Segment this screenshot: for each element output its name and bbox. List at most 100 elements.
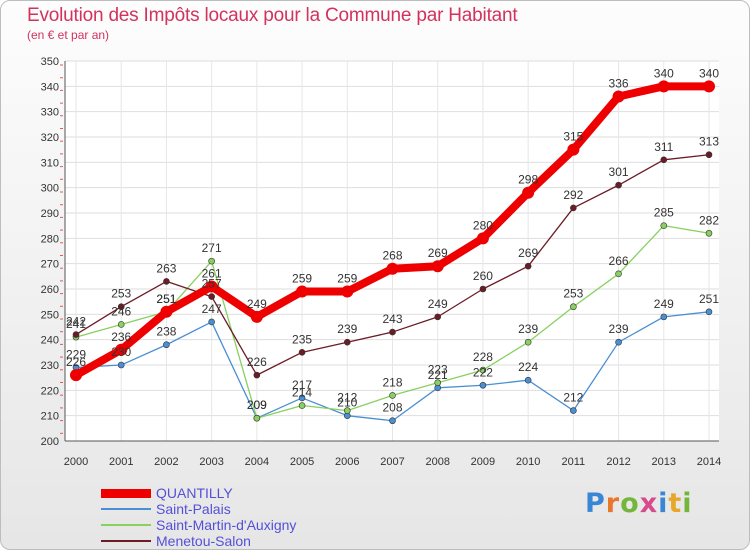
data-point [250, 310, 263, 323]
legend-label-saint-palais: Saint-Palais [156, 501, 231, 517]
data-label: 269 [428, 246, 448, 260]
data-point [117, 361, 125, 369]
data-label: 257 [202, 277, 222, 291]
data-point [208, 318, 215, 326]
data-point [615, 181, 622, 189]
data-label: 301 [609, 165, 629, 179]
data-label: 230 [111, 345, 131, 359]
data-point [660, 313, 668, 321]
proxiti-logo: Proxiti [585, 488, 693, 519]
legend-item-saint-palais: Saint-Palais [101, 501, 401, 517]
y-tick-label: 320 [41, 132, 59, 144]
legend-swatch-saint-martin [101, 524, 151, 526]
data-label: 315 [563, 130, 583, 144]
data-point [660, 222, 668, 229]
data-point [389, 392, 396, 399]
x-tick-label: 2012 [606, 456, 630, 468]
data-point [705, 151, 713, 159]
data-label: 292 [563, 188, 583, 202]
y-tick-label: 220 [41, 385, 59, 397]
x-tick-label: 2011 [562, 456, 586, 468]
data-point [524, 376, 532, 384]
x-tick-label: 2000 [64, 456, 88, 468]
y-tick-label: 200 [41, 436, 59, 448]
data-point [389, 417, 396, 425]
data-label: 208 [382, 401, 402, 415]
data-label: 260 [473, 269, 493, 283]
y-tick-label: 230 [41, 360, 59, 372]
data-point [208, 257, 215, 265]
data-label: 247 [202, 302, 222, 316]
y-tick-label: 240 [41, 335, 59, 347]
data-point [298, 394, 306, 402]
data-label: 228 [473, 350, 493, 364]
data-point [524, 338, 532, 346]
logo-letter: P [585, 488, 606, 519]
data-label: 209 [247, 398, 267, 412]
data-point [298, 402, 306, 409]
y-tick-label: 270 [41, 259, 59, 271]
x-tick-label: 2007 [380, 456, 404, 468]
data-label: 222 [473, 365, 493, 379]
y-tick-label: 330 [41, 107, 59, 119]
legend-label-menetou-salon: Menetou-Salon [156, 533, 251, 549]
data-label: 217 [292, 378, 312, 392]
data-label: 340 [654, 66, 674, 80]
data-point [570, 204, 577, 212]
data-label: 249 [654, 297, 674, 311]
data-label: 311 [654, 140, 673, 154]
data-point [431, 260, 444, 273]
legend-item-saint-martin: Saint-Martin-d'Auxigny [101, 517, 401, 533]
data-point [72, 331, 80, 338]
legend-swatch-menetou-salon [101, 540, 151, 542]
data-point [524, 262, 532, 270]
data-point [567, 143, 580, 156]
logo-letter: i [682, 488, 693, 519]
data-label: 229 [66, 348, 86, 362]
data-label: 243 [382, 312, 402, 326]
data-label: 269 [518, 246, 538, 260]
data-point [389, 328, 396, 336]
data-point [434, 313, 442, 321]
data-point [660, 156, 668, 164]
data-label: 271 [202, 241, 222, 255]
data-label: 336 [609, 76, 629, 90]
data-label: 221 [428, 368, 448, 382]
x-tick-label: 2006 [335, 456, 359, 468]
x-tick-label: 2014 [697, 456, 721, 468]
x-tick-label: 2001 [109, 456, 133, 468]
data-point [705, 229, 713, 237]
data-label: 251 [156, 292, 176, 306]
data-point [70, 369, 82, 382]
data-point [434, 379, 442, 387]
data-label: 263 [156, 261, 176, 275]
data-point [386, 262, 399, 275]
legend-item-menetou-salon: Menetou-Salon [101, 533, 401, 549]
data-label: 242 [66, 315, 86, 329]
x-tick-label: 2003 [199, 456, 223, 468]
data-label: 266 [609, 254, 629, 268]
legend-item-quantilly: QUANTILLY [101, 485, 401, 501]
x-tick-label: 2013 [652, 456, 676, 468]
data-label: 226 [66, 355, 86, 369]
data-point [479, 381, 487, 389]
data-label: 239 [518, 322, 538, 336]
data-point [343, 338, 351, 346]
x-tick-label: 2002 [154, 456, 178, 468]
logo-letter: x [639, 488, 659, 519]
logo-letter: r [605, 488, 621, 519]
data-point [253, 371, 261, 379]
data-label: 218 [382, 375, 402, 389]
data-label: 285 [654, 206, 674, 220]
data-point [705, 308, 713, 316]
data-label: 249 [428, 297, 448, 311]
data-point [570, 407, 577, 414]
data-label: 282 [699, 213, 719, 227]
y-tick-label: 260 [41, 284, 59, 296]
data-label: 241 [66, 317, 86, 331]
data-label: 253 [563, 287, 583, 301]
data-point [208, 293, 215, 300]
data-label: 249 [247, 297, 267, 311]
data-label: 251 [699, 292, 719, 306]
y-tick-label: 280 [41, 233, 59, 245]
